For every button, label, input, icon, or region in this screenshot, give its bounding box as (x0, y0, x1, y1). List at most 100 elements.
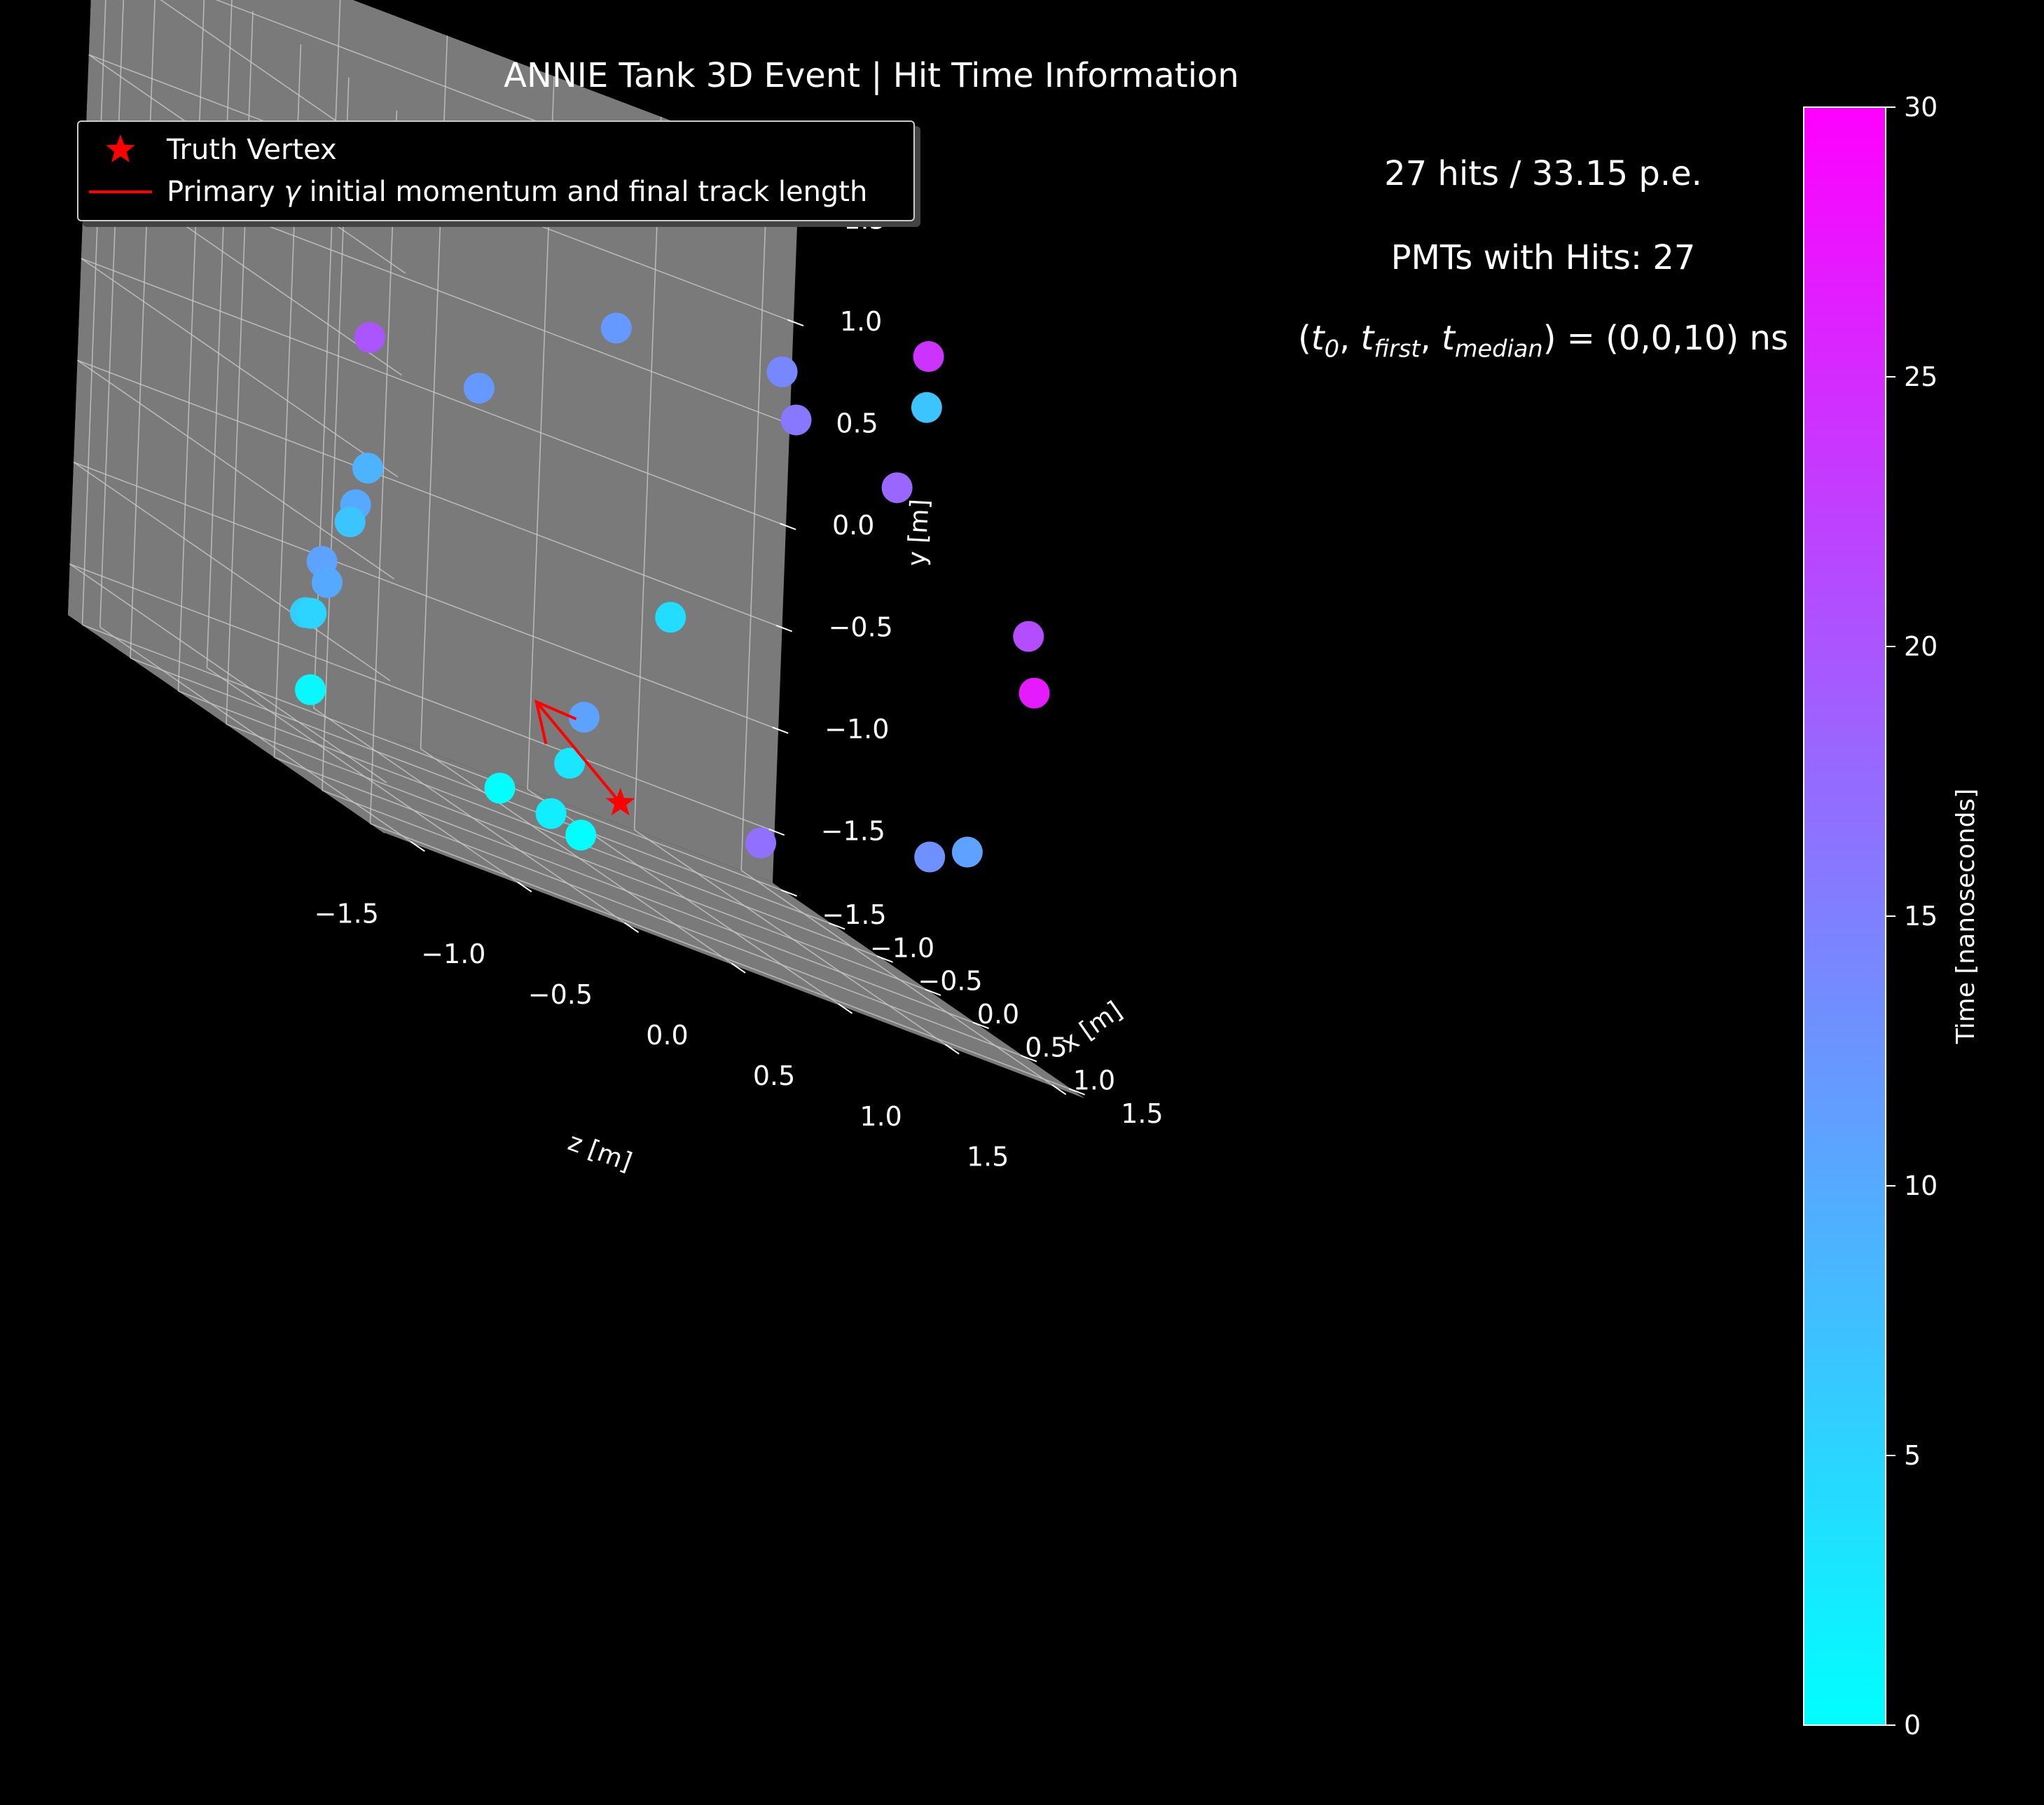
truth-vertex (605, 787, 635, 816)
primary-track (534, 699, 622, 804)
z-tick-label: 0.0 (646, 1020, 688, 1051)
hit-points (289, 312, 1050, 873)
grid-line-y-side (81, 258, 399, 478)
grid-line-y-back (73, 462, 780, 731)
grid-line-x-floor (274, 756, 980, 1026)
y-tick-label: −1.5 (821, 815, 885, 846)
grid-line-x-floor (130, 657, 836, 927)
colorbar-tick-label: 15 (1904, 901, 1938, 932)
x-tick-label: −0.5 (918, 966, 982, 997)
z-tick-label: −1.0 (421, 939, 485, 969)
line-icon (78, 171, 163, 213)
hit-point (1018, 677, 1050, 709)
grid-line-y-side (77, 359, 395, 580)
grid-line-x-floor (82, 624, 788, 893)
star-icon (78, 129, 163, 171)
colorbar-tick-label: 25 (1904, 361, 1938, 392)
hit-point (352, 452, 384, 484)
y-axis-label: x [m] (1056, 996, 1127, 1058)
x-tick (1021, 1055, 1037, 1063)
z-tick-label: 0.5 (753, 1060, 795, 1091)
y-tick-label: 0.5 (836, 408, 878, 439)
hit-point (568, 701, 600, 733)
hit-point (1013, 621, 1044, 652)
hit-point (913, 341, 944, 373)
y-tick-label: 0.0 (832, 510, 874, 541)
pmts-with-hits: PMTs with Hits: 27 (1390, 238, 1696, 277)
legend-label-primary-track: Primary γ initial momentum and final tra… (167, 176, 868, 208)
star-icon (605, 787, 635, 816)
hit-point (745, 827, 777, 859)
z-tick-label: 1.0 (859, 1101, 902, 1132)
y-tick (787, 319, 804, 327)
x-tick-label: 0.5 (1025, 1032, 1067, 1063)
hit-point (655, 602, 686, 633)
grid-line-y-back (81, 258, 787, 527)
hit-point (296, 597, 327, 629)
track-line (535, 700, 622, 804)
y-tick (775, 624, 793, 632)
colorbar-tick-label: 5 (1904, 1440, 1921, 1471)
x-tick (925, 988, 941, 996)
hit-point (295, 674, 326, 705)
z-tick (944, 1044, 960, 1055)
hit-point (766, 356, 798, 387)
y-tick (772, 726, 789, 734)
grid-line-x-floor (370, 823, 1076, 1092)
hits-summary: 27 hits / 33.15 p.e. (1384, 154, 1702, 193)
legend: Truth Vertex Primary γ initial momentum … (77, 120, 915, 221)
z-tick (624, 922, 640, 933)
hit-point (780, 404, 812, 436)
hit-point (951, 836, 983, 868)
hit-point (535, 798, 567, 829)
colorbar-gradient (1803, 106, 1886, 1726)
x-tick-label: −1.5 (822, 899, 886, 930)
x-tick-label: 1.0 (1073, 1065, 1115, 1096)
colorbar-ticks: 0 5 10 15 20 25 30 (1886, 92, 1938, 1741)
hit-point (484, 773, 516, 804)
colorbar-label: Time [nanoseconds] (1952, 789, 1980, 1045)
grid-line-x-floor (322, 789, 1028, 1059)
legend-item-truth-vertex: Truth Vertex (78, 129, 337, 171)
hit-point (565, 819, 597, 851)
chart-title: ANNIE Tank 3D Event | Hit Time Informati… (504, 56, 1239, 95)
hit-point (914, 841, 946, 873)
x-tick (876, 955, 893, 963)
x-axis-label: z [m] (564, 1128, 635, 1177)
z-tick (731, 962, 746, 974)
hit-point (463, 373, 495, 404)
y-tick-label: 1.0 (840, 306, 882, 337)
y-tick (780, 523, 796, 530)
colorbar-tick-label: 0 (1904, 1710, 1921, 1741)
y-tick (768, 828, 785, 836)
x-tick (1068, 1088, 1085, 1095)
z-tick (517, 881, 532, 893)
y-tick-label: −0.5 (829, 611, 893, 642)
grid-line-x-floor (178, 690, 884, 960)
x-tick (972, 1021, 989, 1030)
legend-item-primary-track: Primary γ initial momentum and final tra… (78, 171, 867, 213)
z-tick-label: 1.5 (967, 1142, 1009, 1173)
colorbar-tick-label: 10 (1904, 1170, 1938, 1201)
hit-point (911, 392, 942, 423)
grid-line-y-back (77, 359, 783, 629)
hit-point (334, 506, 366, 538)
x-tick-label: 0.0 (977, 999, 1019, 1030)
x-tick-label: −1.0 (870, 932, 934, 963)
z-tick (410, 841, 425, 852)
y-tick-label: −1.0 (824, 714, 889, 745)
grid-line-x-floor (226, 724, 932, 993)
z-axis-label: y [m] (903, 498, 935, 567)
colorbar-tick-label: 20 (1904, 631, 1938, 662)
hit-point (554, 747, 586, 779)
grid-line-y-side (69, 563, 387, 783)
hit-point (311, 567, 343, 598)
x-tick (780, 889, 797, 897)
colorbar: 0 5 10 15 20 25 30 Time [nanoseconds] (1803, 92, 1980, 1741)
hit-point (600, 312, 632, 344)
colorbar-tick-label: 30 (1904, 92, 1938, 123)
z-tick-label: −0.5 (528, 979, 593, 1010)
grid-line-y-back (69, 563, 775, 833)
arrow-icon (534, 699, 577, 745)
x-tick (829, 922, 845, 930)
